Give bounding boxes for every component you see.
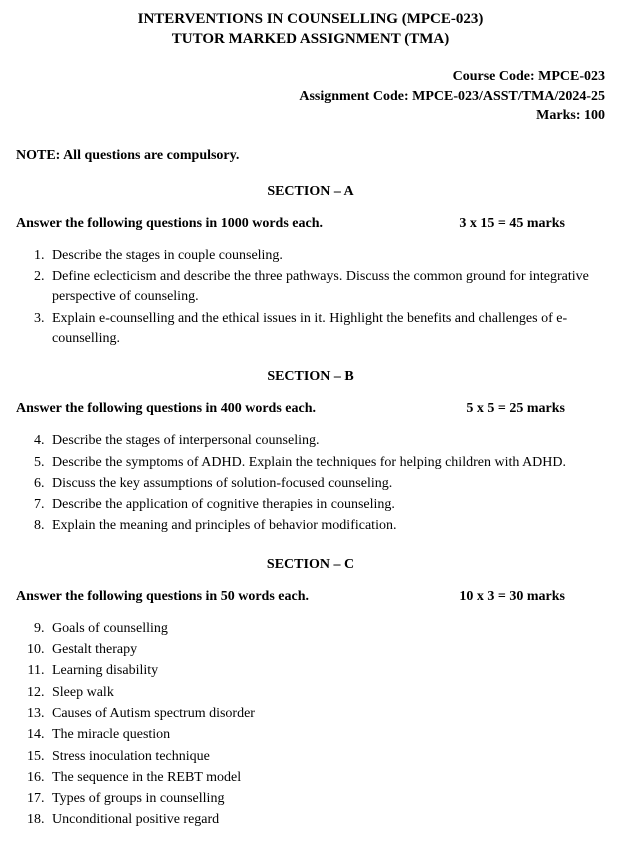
section-b-questions: Describe the stages of interpersonal cou… <box>16 431 605 536</box>
question-item: Explain the meaning and principles of be… <box>48 516 605 536</box>
question-item: Stress inoculation technique <box>48 747 605 767</box>
total-marks: Marks: 100 <box>16 106 605 126</box>
course-info: Course Code: MPCE-023 Assignment Code: M… <box>16 67 605 126</box>
section-a-instruction: Answer the following questions in 1000 w… <box>16 216 323 232</box>
question-item: Discuss the key assumptions of solution-… <box>48 474 605 494</box>
section-b-marks: 5 x 5 = 25 marks <box>466 401 605 417</box>
question-item: Sleep walk <box>48 683 605 703</box>
question-item: Describe the stages of interpersonal cou… <box>48 431 605 451</box>
section-a-instruction-row: Answer the following questions in 1000 w… <box>16 216 605 232</box>
question-item: Describe the stages in couple counseling… <box>48 246 605 266</box>
section-c-questions: Goals of counselling Gestalt therapy Lea… <box>16 619 605 831</box>
question-item: Unconditional positive regard <box>48 810 605 830</box>
question-item: Causes of Autism spectrum disorder <box>48 704 605 724</box>
section-b-instruction-row: Answer the following questions in 400 wo… <box>16 401 605 417</box>
section-c-title: SECTION – C <box>16 557 605 573</box>
question-item: The sequence in the REBT model <box>48 768 605 788</box>
section-c-marks: 10 x 3 = 30 marks <box>459 589 605 605</box>
title-line-2: TUTOR MARKED ASSIGNMENT (TMA) <box>16 30 605 50</box>
section-a-title: SECTION – A <box>16 184 605 200</box>
section-b-instruction: Answer the following questions in 400 wo… <box>16 401 316 417</box>
document-header: INTERVENTIONS IN COUNSELLING (MPCE-023) … <box>16 10 605 49</box>
question-item: Describe the symptoms of ADHD. Explain t… <box>48 453 605 473</box>
question-item: Learning disability <box>48 661 605 681</box>
section-a-marks: 3 x 15 = 45 marks <box>459 216 605 232</box>
question-item: Gestalt therapy <box>48 640 605 660</box>
section-c-instruction-row: Answer the following questions in 50 wor… <box>16 589 605 605</box>
question-item: Define eclecticism and describe the thre… <box>48 267 605 308</box>
question-item: Describe the application of cognitive th… <box>48 495 605 515</box>
section-b-title: SECTION – B <box>16 369 605 385</box>
question-item: Goals of counselling <box>48 619 605 639</box>
section-c-instruction: Answer the following questions in 50 wor… <box>16 589 309 605</box>
title-line-1: INTERVENTIONS IN COUNSELLING (MPCE-023) <box>16 10 605 30</box>
assignment-code: Assignment Code: MPCE-023/ASST/TMA/2024-… <box>16 87 605 107</box>
question-item: Types of groups in counselling <box>48 789 605 809</box>
course-code: Course Code: MPCE-023 <box>16 67 605 87</box>
note: NOTE: All questions are compulsory. <box>16 148 605 164</box>
section-a-questions: Describe the stages in couple counseling… <box>16 246 605 349</box>
question-item: The miracle question <box>48 725 605 745</box>
question-item: Explain e-counselling and the ethical is… <box>48 309 605 350</box>
